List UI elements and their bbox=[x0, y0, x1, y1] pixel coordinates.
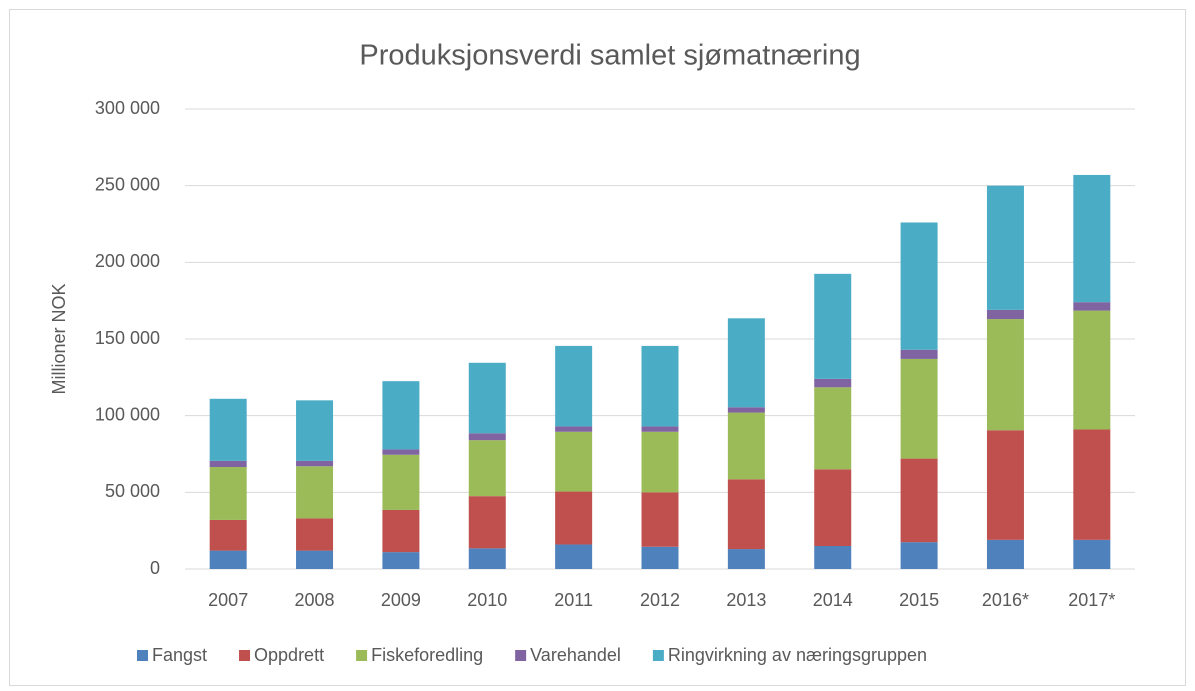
legend-label: Fangst bbox=[152, 645, 207, 665]
bar-segment bbox=[468, 496, 506, 549]
bar-segment bbox=[814, 273, 852, 379]
chart-title: Produksjonsverdi samlet sjømatnæring bbox=[359, 40, 860, 72]
bar-segment bbox=[814, 546, 852, 569]
bar-segment bbox=[814, 387, 852, 470]
bar-segment bbox=[1073, 310, 1111, 430]
x-tick-label: 2013 bbox=[726, 590, 766, 610]
y-tick-label: 300 000 bbox=[95, 98, 160, 118]
bar-segment bbox=[1073, 174, 1111, 303]
bar-segment bbox=[555, 431, 593, 492]
legend-swatch bbox=[356, 650, 368, 661]
bar-segment bbox=[900, 542, 938, 569]
bar-segment bbox=[468, 433, 506, 441]
legend-swatch bbox=[652, 650, 664, 661]
bar-segment bbox=[727, 549, 765, 569]
bar-segment bbox=[382, 449, 420, 455]
x-tick-label: 2010 bbox=[467, 590, 507, 610]
x-tick-label: 2012 bbox=[640, 590, 680, 610]
bar-segment bbox=[382, 454, 420, 510]
legend-label: Oppdrett bbox=[254, 645, 324, 665]
bar-segment bbox=[1073, 429, 1111, 540]
bar-segment bbox=[555, 544, 593, 569]
y-tick-label: 250 000 bbox=[95, 174, 160, 194]
y-tick-label: 100 000 bbox=[95, 404, 160, 424]
bar-segment bbox=[986, 319, 1024, 431]
bar-segment bbox=[900, 222, 938, 350]
bar-segment bbox=[209, 550, 247, 569]
bar-segment bbox=[641, 546, 679, 569]
bar-segment bbox=[468, 362, 506, 434]
bar-segment bbox=[382, 381, 420, 450]
bar-segment bbox=[986, 309, 1024, 320]
bar-segment bbox=[209, 467, 247, 520]
legend-swatch bbox=[137, 650, 148, 661]
x-tick-label: 2014 bbox=[813, 590, 853, 610]
bar-segment bbox=[468, 548, 506, 569]
legend-label: Varehandel bbox=[530, 645, 621, 665]
bar-segment bbox=[296, 460, 334, 467]
bar-segment bbox=[209, 519, 247, 551]
bar-segment bbox=[296, 550, 334, 569]
bar-segment bbox=[727, 412, 765, 480]
bar-segment bbox=[1073, 302, 1111, 311]
y-tick-label: 0 bbox=[150, 558, 160, 578]
x-tick-label: 2016* bbox=[982, 590, 1029, 610]
bar-segment bbox=[296, 518, 334, 551]
bar-segment bbox=[296, 466, 334, 519]
bar-segment bbox=[986, 430, 1024, 540]
bar-segment bbox=[209, 398, 247, 461]
legend-swatch bbox=[239, 650, 251, 661]
legend-swatch bbox=[515, 650, 527, 661]
bar-segment bbox=[382, 509, 420, 553]
y-axis-label: Millioner NOK bbox=[49, 283, 69, 394]
bar-segment bbox=[382, 552, 420, 569]
bar-segment bbox=[296, 400, 334, 461]
legend-label: Fiskeforedling bbox=[371, 645, 483, 665]
x-tick-label: 2009 bbox=[381, 590, 421, 610]
x-tick-label: 2008 bbox=[295, 590, 335, 610]
bar-segment bbox=[209, 460, 247, 468]
bar-segment bbox=[641, 431, 679, 493]
bar-segment bbox=[814, 378, 852, 388]
bar-segment bbox=[1073, 539, 1111, 569]
bar-segment bbox=[555, 345, 593, 427]
x-tick-label: 2011 bbox=[554, 590, 593, 610]
bar-segment bbox=[814, 469, 852, 546]
y-tick-label: 50 000 bbox=[105, 481, 160, 501]
bar-segment bbox=[555, 491, 593, 545]
bar-segment bbox=[900, 358, 938, 459]
x-tick-label: 2017* bbox=[1068, 590, 1115, 610]
bar-segment bbox=[641, 492, 679, 547]
x-tick-label: 2007 bbox=[208, 590, 248, 610]
bar-segment bbox=[727, 407, 765, 413]
bar-segment bbox=[555, 426, 593, 432]
bar-segment bbox=[641, 345, 679, 427]
bar-segment bbox=[986, 539, 1024, 569]
bar-segment bbox=[727, 318, 765, 408]
x-tick-label: 2015 bbox=[899, 590, 939, 610]
bar-segment bbox=[641, 426, 679, 432]
y-tick-label: 200 000 bbox=[95, 251, 160, 271]
bar-segment bbox=[900, 458, 938, 543]
legend-label: Ringvirkning av næringsgruppen bbox=[668, 645, 927, 665]
bar-segment bbox=[727, 479, 765, 550]
bar-segment bbox=[900, 349, 938, 359]
bar-segment bbox=[986, 185, 1024, 310]
bar-segment bbox=[468, 440, 506, 497]
y-tick-label: 150 000 bbox=[95, 328, 160, 348]
